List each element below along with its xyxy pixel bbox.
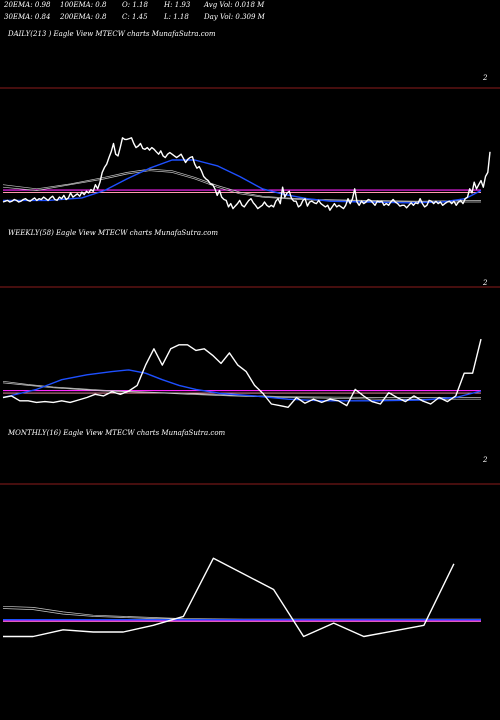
weekly-price-line — [2, 338, 482, 408]
daily-ema-slow-1-line — [2, 170, 481, 203]
monthly-ema-slow-2-line — [2, 605, 481, 620]
stat-ema200: 200EMA: 0.8 — [60, 13, 107, 21]
stat-avg-vol: Avg Vol: 0.018 M — [204, 1, 265, 9]
stat-ema30: 30EMA: 0.84 — [4, 13, 51, 21]
stat-ema20: 20EMA: 0.98 — [4, 1, 51, 9]
weekly-ema-slow-1-line — [2, 382, 481, 400]
daily-ema-slow-2-line — [2, 168, 482, 202]
weekly-ema-slow-2-line — [2, 380, 481, 398]
stat-ema100: 100EMA: 0.8 — [60, 1, 107, 9]
daily-price-line — [2, 137, 491, 211]
stat-open: O: 1.18 — [122, 1, 148, 9]
monthly-panel: MONTHLY(16) Eagle View MTECW charts Muna… — [2, 429, 488, 638]
stats-header: 20EMA: 0.98 100EMA: 0.8 O: 1.18 H: 1.93 … — [4, 1, 496, 25]
monthly-panel-label: MONTHLY(16) Eagle View MTECW charts Muna… — [7, 429, 226, 437]
weekly-panel: WEEKLY(58) Eagle View MTECW charts Munaf… — [2, 229, 488, 408]
weekly-y-tick-label: 2 — [482, 279, 488, 287]
stat-high: H: 1.93 — [164, 1, 191, 9]
stat-close: C: 1.45 — [122, 13, 148, 21]
weekly-panel-label: WEEKLY(58) Eagle View MTECW charts Munaf… — [8, 229, 218, 237]
daily-ema-fast-line — [3, 159, 482, 204]
stat-low: L: 1.18 — [164, 13, 189, 21]
daily-panel: DAILY(213 ) Eagle View MTECW charts Muna… — [2, 30, 491, 211]
monthly-price-line — [3, 557, 455, 638]
stat-day-vol: Day Vol: 0.309 M — [204, 13, 265, 21]
daily-panel-label: DAILY(213 ) Eagle View MTECW charts Muna… — [7, 30, 216, 38]
monthly-y-tick-label: 2 — [482, 456, 488, 464]
monthly-ema-slow-1-line — [2, 608, 481, 621]
daily-y-tick-label: 2 — [482, 74, 488, 82]
weekly-ema-fast-line — [2, 369, 482, 402]
